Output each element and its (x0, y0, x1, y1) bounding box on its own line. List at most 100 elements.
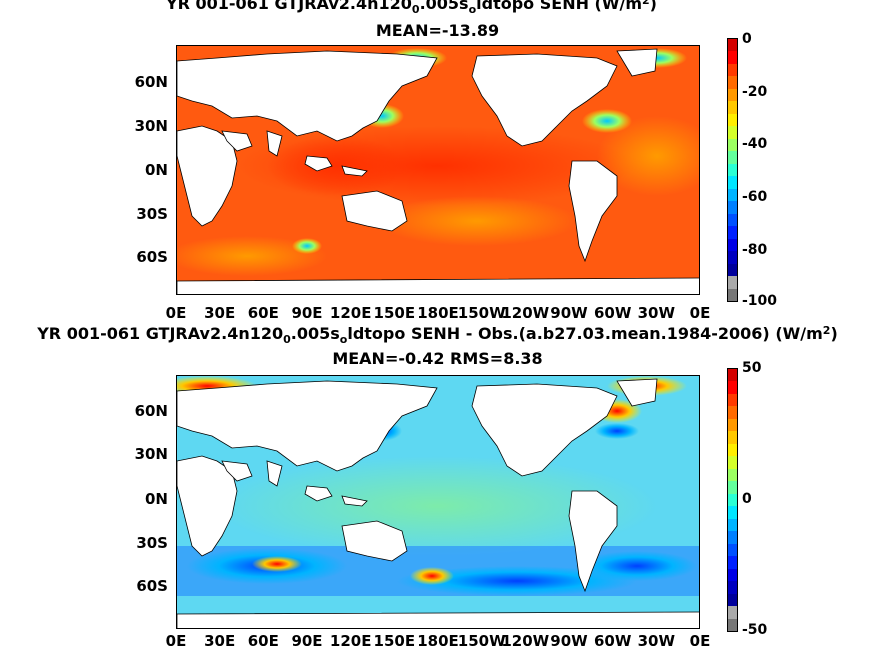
lon-label: 0E (689, 632, 711, 650)
colorbar-segment (728, 226, 737, 240)
lat-label: 30N (134, 445, 168, 463)
lon-label: 150W (457, 632, 506, 650)
lat-label: 60S (136, 248, 168, 266)
colorbar-segment (728, 369, 737, 382)
colorbar-segment (728, 76, 737, 90)
mean-label: MEAN=-13.89 (375, 21, 500, 40)
lat-label: 0N (145, 490, 168, 508)
colorbar-segment (728, 418, 737, 432)
colorbar-segment (728, 443, 737, 457)
colorbar-segment (728, 276, 737, 290)
lon-label: 60W (593, 304, 632, 322)
colorbar-segment (728, 188, 737, 202)
lon-label: 30E (204, 632, 236, 650)
colorbar-label: 0 (742, 31, 752, 47)
colorbar-segment (728, 176, 737, 190)
title-text: ) (649, 0, 657, 13)
lon-label: 30E (204, 304, 236, 322)
colorbar-label: -60 (742, 189, 768, 205)
colorbar-segment (728, 151, 737, 165)
lon-label: 150E (373, 632, 416, 650)
title-sub: 0 (411, 3, 420, 16)
lon-label: 180E (417, 632, 459, 650)
colorbar-segment (728, 101, 737, 115)
lon-label: 150E (373, 304, 416, 322)
title-sub: 0 (283, 333, 291, 346)
lat-label: 30N (134, 117, 168, 135)
colorbar-segment (728, 568, 737, 582)
colorbar-segment (728, 481, 737, 495)
lon-label: 90W (550, 632, 588, 650)
title-text: ldtopo SENH (W/m (476, 0, 643, 13)
lon-label: 30W (637, 304, 676, 322)
title-sup: 2 (822, 324, 831, 337)
lon-label: 120W (501, 632, 550, 650)
lon-axis: 0E 30E 60E 90E 120E 150E 180E 150W 120W … (166, 304, 711, 324)
world-map (177, 46, 699, 294)
colorbar-segment (728, 618, 737, 632)
panel-diff-senh: YR 001-061 GTJRAv2.4n1200.005soldtopo SE… (0, 324, 875, 656)
colorbar-segment (728, 126, 737, 140)
lon-label: 90E (291, 304, 323, 322)
lon-label: 90W (550, 304, 588, 322)
colorbar-segment (728, 468, 737, 482)
colorbar-segment (728, 138, 737, 152)
title-sup: 2 (642, 0, 650, 7)
lon-label: 0E (165, 632, 187, 650)
colorbar-label: -50 (742, 622, 768, 638)
lon-label: 90E (291, 632, 323, 650)
panel-title: YR 001-061 GTJRAv2.4n1200.005soldtopo SE… (0, 322, 875, 349)
colorbar-segment (728, 51, 737, 65)
colorbar-segment (728, 238, 737, 252)
lon-label: 180E (417, 304, 459, 322)
colorbar-segment (728, 581, 737, 595)
title-text: .005s (419, 0, 469, 13)
lat-label: 60S (136, 577, 168, 595)
colorbar-segment (728, 39, 737, 52)
colorbar-label: -100 (742, 293, 778, 309)
lon-label: 60E (247, 632, 279, 650)
colorbar-segment (728, 606, 737, 620)
map-plot (176, 45, 700, 295)
panel-title: YR 001-061 GTJRAv2.4n1200.005soldtopo SE… (0, 0, 849, 19)
lon-label: 60W (593, 632, 632, 650)
map-plot (176, 375, 700, 629)
colorbar-segment (728, 263, 737, 277)
lon-label: 120W (501, 304, 550, 322)
title-text: YR 001-061 GTJRAv2.4n120 (37, 324, 284, 343)
colorbar-label: -20 (742, 84, 768, 100)
colorbar-segment (728, 406, 737, 420)
colorbar-segment (728, 213, 737, 227)
colorbar-segment (728, 163, 737, 177)
colorbar-segment (728, 493, 737, 507)
colorbar-label: 0 (742, 491, 752, 507)
title-text: .005s (290, 324, 340, 343)
title-text: ) (830, 324, 838, 343)
title-sub: o (468, 3, 477, 16)
colorbar-label: -40 (742, 136, 768, 152)
colorbar-segment (728, 593, 737, 607)
title-text: ldtopo SENH - Obs.(a.b27.03.mean.1984-20… (347, 324, 823, 343)
lon-label: 120E (329, 632, 372, 650)
lon-axis: 0E 30E 60E 90E 120E 150E 180E 150W 120W … (166, 632, 711, 652)
lon-label: 150W (457, 304, 506, 322)
colorbar-segment (728, 201, 737, 215)
lon-label: 120E (329, 304, 372, 322)
colorbar-label: -80 (742, 242, 768, 258)
lon-label: 0E (689, 304, 711, 322)
lat-label: 60N (134, 402, 168, 420)
colorbar-segment (728, 543, 737, 557)
lat-label: 30S (136, 534, 168, 552)
title-sub: o (339, 333, 348, 346)
lon-label: 60E (247, 304, 279, 322)
colorbar-segment (728, 251, 737, 265)
colorbar-segment (728, 431, 737, 445)
colorbar (727, 368, 738, 632)
lat-label: 0N (145, 161, 168, 179)
colorbar-segment (728, 556, 737, 570)
colorbar-segment (728, 531, 737, 545)
colorbar-segment (728, 113, 737, 127)
title-text: YR 001-061 GTJRAv2.4n120 (166, 0, 412, 13)
lon-label: 30W (637, 632, 676, 650)
colorbar-segment (728, 393, 737, 407)
